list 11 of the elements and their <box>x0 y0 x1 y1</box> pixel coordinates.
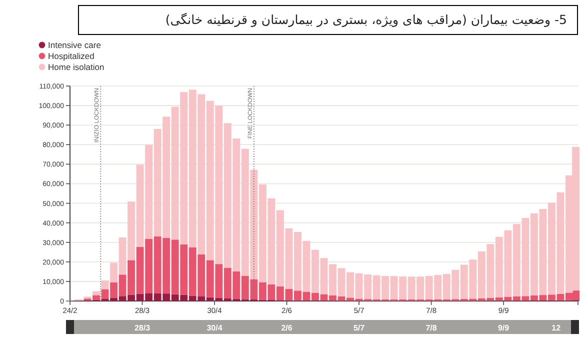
x2-tick-label: 2/6 <box>281 324 293 332</box>
x2-tick-label: 5/7 <box>353 324 366 332</box>
x2-tick-label: 7/8 <box>426 324 438 332</box>
legend-label: Intensive care <box>48 40 102 50</box>
x2-tick-label: 28/3 <box>134 324 151 332</box>
x2-tick-label: 12 <box>552 324 562 332</box>
legend-label: Hospitalized <box>48 51 95 61</box>
chart-title: 5- وضعیت بیماران (مراقب های ویژه، بستری در بیمارستان و قرنطینه خانگی) <box>165 12 567 27</box>
x2-tick-label: 9/9 <box>498 324 510 332</box>
x2-tick-label: 30/4 <box>206 324 223 332</box>
legend-label: Home isolation <box>48 62 104 72</box>
